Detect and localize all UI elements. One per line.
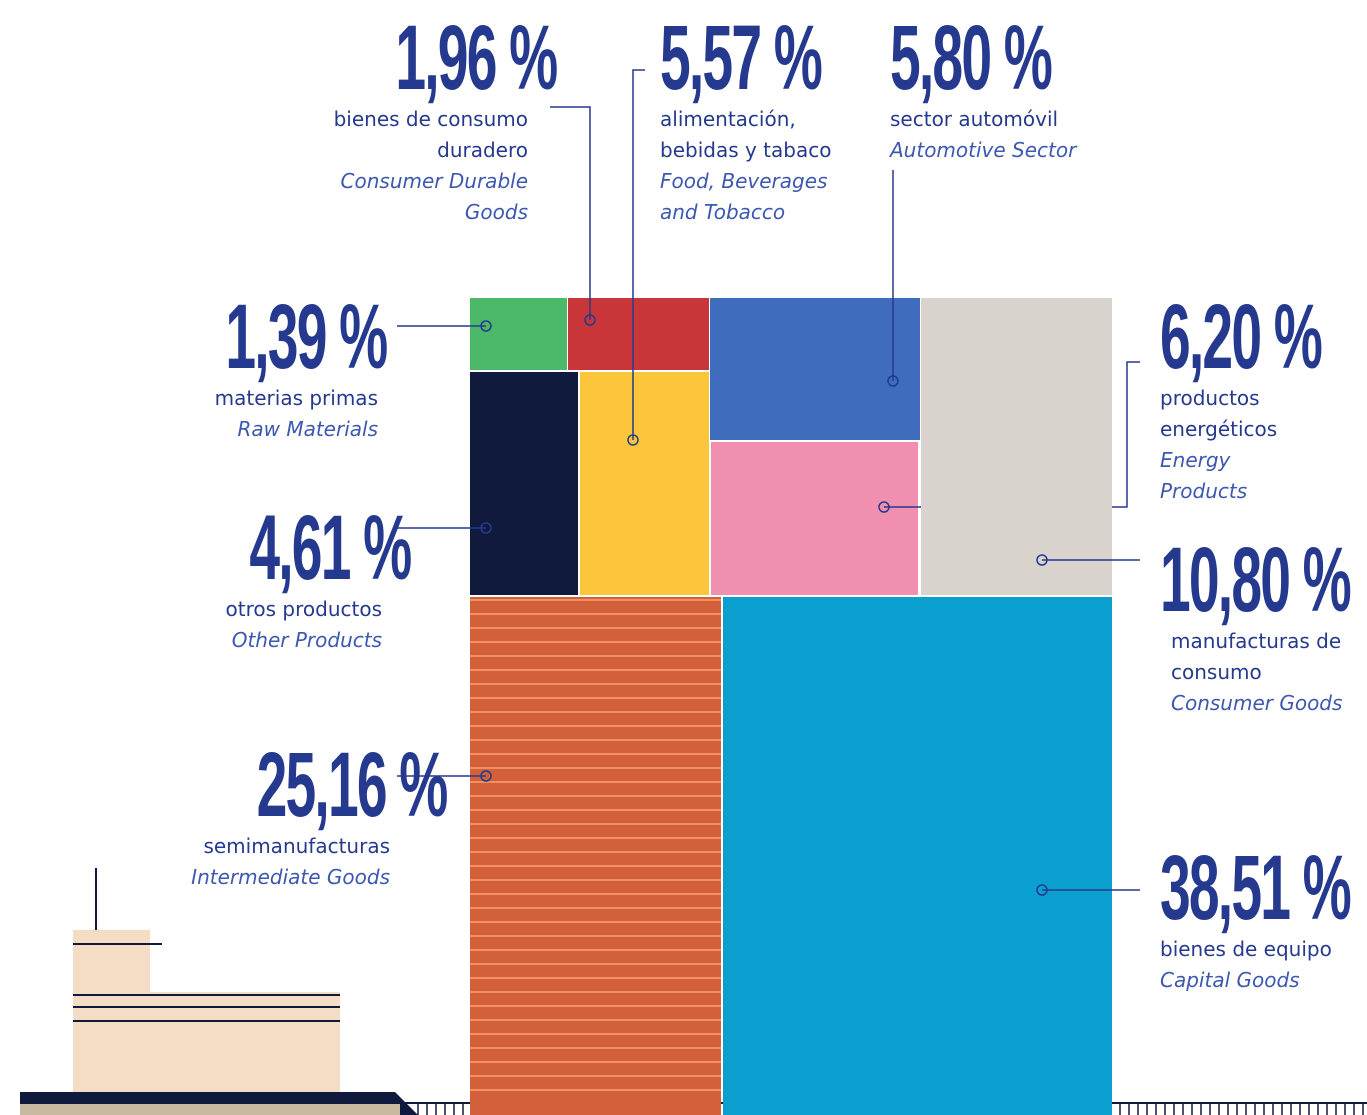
value-label: 1,96 % [288,12,558,104]
label-block: 25,16 % semimanufacturas Intermediate Good… [130,739,449,893]
category-label: manufacturas de consumo [1171,629,1342,684]
category-label-en: Intermediate Goods [191,865,390,889]
treemap-cell [711,442,918,595]
leader-line [550,106,591,320]
category-label: otros productos [225,597,382,621]
treemap-cell [568,298,709,370]
category-label-en: Capital Goods [1160,968,1300,992]
value-label: 38,51 % [1160,837,1360,939]
category-label-en: Food, Beverages and Tobacco [660,169,828,224]
label-block: 38,51 % bienes de equipo Capital Goods [1160,837,1360,996]
label-block: 1,96 % bienes de consumo duradero Consumer… [288,12,559,228]
value-label: 25,16 % [130,739,449,831]
label-block: 5,80 % sector automóvil Automotive Sector [890,7,1130,166]
category-label: bienes de consumo duradero [333,107,528,162]
treemap-cell [723,597,1112,1115]
value-label-text: 4,61 % [249,497,412,599]
category-label-en: Raw Materials [237,417,378,441]
label-block: 4,61 % otros productos Other Products [142,502,413,656]
treemap-cell [470,372,578,595]
value-label-text: 25,16 % [256,734,449,836]
category-label: materias primas [214,386,378,410]
treemap-cell [710,298,920,440]
leader-dot [480,770,492,782]
leader-dot [878,501,890,513]
category-label-en: Other Products [231,628,382,652]
treemap-cell [921,298,1112,595]
leader-line [632,69,645,440]
category-label: semimanufacturas [203,834,390,858]
value-label: 5,57 % [660,7,860,109]
label-block: 1,39 % materias primas Raw Materials [118,291,389,445]
leader-dot [584,314,596,326]
value-label-text: 1,96 % [395,7,558,109]
label-block: 6,20 % productos energéticos Energy Produc… [1160,291,1323,507]
value-label: 1,39 % [118,291,388,383]
category-label-en: Consumer Goods [1171,691,1343,715]
leader-dot [887,375,899,387]
category-label: productos energéticos [1160,386,1278,441]
treemap-cell [580,372,709,595]
value-label-text: 1,39 % [225,286,388,388]
category-label-en: Consumer Durable Goods [340,169,528,224]
value-label: 10,80 % [1160,529,1360,631]
value-label-text: 5,57 % [660,7,823,109]
leader-dot [627,434,639,446]
label-block: 10,80 % manufacturas de consumo Consumer G… [1160,529,1360,719]
value-label: 4,61 % [142,502,412,594]
leader-dot [480,522,492,534]
building [20,868,418,1115]
value-label: 5,80 % [890,7,1130,109]
cell-texture [470,597,721,1103]
value-label-text: 10,80 % [1160,529,1352,631]
label-block: 5,57 % alimentación, bebidas y tabaco Food… [660,7,860,228]
category-label: sector automóvil [890,107,1059,131]
leader-dot [1036,884,1048,896]
category-label: alimentación, bebidas y tabaco [660,107,832,162]
treemap-cell [470,298,567,370]
category-label-en: Automotive Sector [890,138,1077,162]
value-label: 6,20 % [1160,291,1323,383]
value-label-text: 5,80 % [890,7,1053,109]
leader-dot [480,320,492,332]
leader-dot [1036,554,1048,566]
value-label-text: 6,20 % [1160,286,1323,388]
category-label: bienes de equipo [1160,937,1332,961]
category-label-en: Energy Products [1160,448,1248,503]
value-label-text: 38,51 % [1160,837,1352,939]
